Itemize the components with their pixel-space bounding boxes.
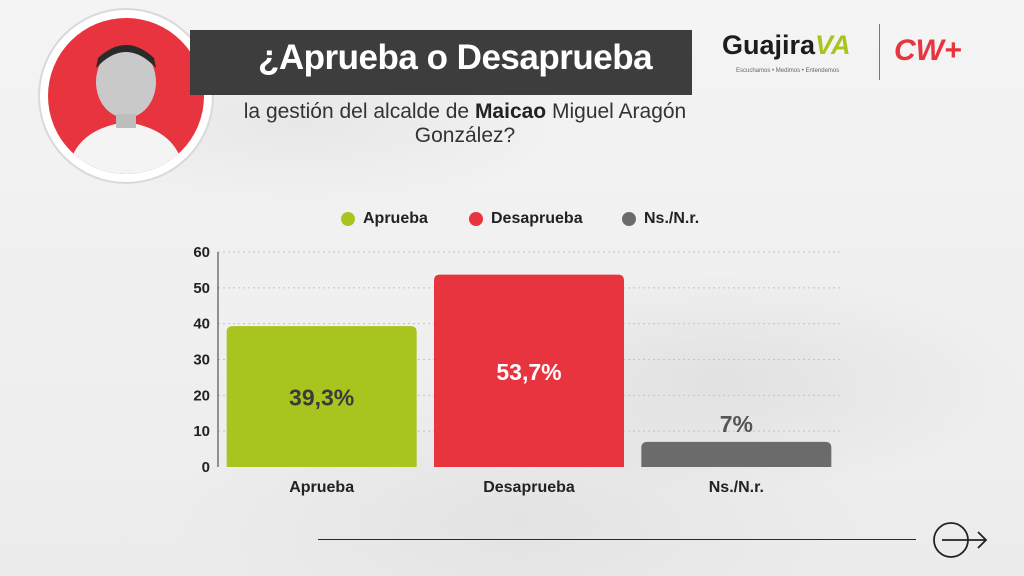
title-bar	[190, 30, 692, 95]
y-tick-label: 40	[193, 316, 210, 333]
portrait-silhouette	[68, 45, 184, 174]
portrait-frame	[40, 10, 212, 182]
legend-dot-nsnr	[622, 212, 636, 226]
data-label-1: 39,3%	[289, 385, 354, 411]
page-title: ¿Aprueba o Desaprueba	[258, 38, 653, 77]
guajira-va-logo: GuajiraVA	[722, 30, 851, 61]
bar-3	[641, 441, 832, 467]
legend-dot-desaprueba	[469, 212, 483, 226]
legend-item-aprueba: Aprueba	[341, 210, 428, 228]
logo-separator	[879, 24, 880, 80]
logo-tagline: Escuchamos • Medimos • Entendemos	[736, 68, 840, 74]
legend-item-nsnr: Ns./N.r.	[622, 210, 699, 228]
legend-label-aprueba: Aprueba	[363, 210, 428, 227]
legend-dot-aprueba	[341, 212, 355, 226]
page-subtitle: la gestión del alcalde de Maicao Miguel …	[230, 100, 700, 148]
y-tick-label: 50	[193, 280, 210, 297]
chart-legend: Aprueba Desaprueba Ns./N.r.	[0, 210, 1024, 234]
legend-label-nsnr: Ns./N.r.	[644, 210, 700, 227]
next-arrow-icon[interactable]	[930, 520, 990, 560]
data-label-3: 7%	[720, 411, 753, 437]
mayor-portrait	[48, 18, 204, 174]
legend-item-desaprueba: Desaprueba	[469, 210, 583, 228]
y-tick-label: 20	[193, 387, 210, 404]
subtitle-bold: Maicao	[474, 100, 547, 123]
logo-guajira-accent: VA	[815, 30, 851, 60]
x-tick-label: Desaprueba	[483, 479, 575, 496]
x-tick-label: Aprueba	[289, 479, 354, 496]
y-tick-label: 30	[193, 352, 210, 369]
logo-guajira-main: Guajira	[722, 30, 816, 60]
footer-divider	[318, 539, 916, 540]
y-tick-label: 0	[202, 459, 210, 476]
bar-1	[226, 326, 417, 467]
subtitle-post: Miguel Aragón González?	[414, 100, 687, 147]
y-tick-label: 10	[193, 423, 210, 440]
cw-plus-logo: CW+	[894, 34, 962, 67]
data-label-2: 53,7%	[496, 359, 561, 385]
x-tick-label: Ns./N.r.	[709, 479, 764, 496]
subtitle-pre: la gestión del alcalde de	[243, 100, 475, 123]
y-tick-label: 60	[193, 244, 210, 261]
bar-2	[434, 274, 624, 467]
legend-label-desaprueba: Desaprueba	[491, 210, 583, 227]
